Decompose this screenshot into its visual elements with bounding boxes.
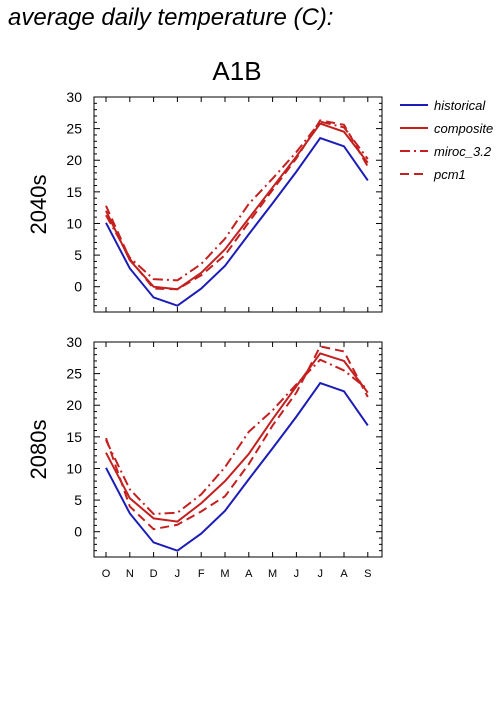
x-tick-label: O <box>102 568 111 580</box>
y-tick-label: 20 <box>66 397 82 413</box>
y-tick-label: 15 <box>66 184 82 200</box>
chart-title: A1B <box>212 56 261 86</box>
x-tick-label: M <box>268 568 277 580</box>
y-tick-label: 30 <box>66 334 82 350</box>
y-tick-label: 5 <box>74 492 82 508</box>
x-tick-label: J <box>175 568 181 580</box>
y-tick-label: 25 <box>66 121 82 137</box>
x-tick-label: F <box>198 568 205 580</box>
series-line-miroc-3-2 <box>105 358 369 516</box>
legend: historical composite miroc_3.2 pcm1 <box>400 98 493 182</box>
page-title: average daily temperature (C): <box>8 4 334 31</box>
y-tick-label: 30 <box>66 89 82 105</box>
legend-label: pcm1 <box>433 167 466 182</box>
y-axis-label: 2080s <box>26 420 51 480</box>
y-tick-label: 20 <box>66 152 82 168</box>
legend-label: composite <box>434 121 493 136</box>
y-axis-label: 2040s <box>26 175 51 235</box>
y-tick-label: 10 <box>66 460 82 476</box>
x-tick-label: S <box>364 568 371 580</box>
series-line-composite <box>105 352 369 523</box>
series-line-historical <box>105 136 369 307</box>
x-tick-label: A <box>340 568 348 580</box>
panel-2040s: 0 5 10 15 20 25 30 2040s <box>26 89 383 313</box>
legend-label: miroc_3.2 <box>434 144 492 159</box>
x-tick-label: D <box>150 568 158 580</box>
y-tick-label: 25 <box>66 366 82 382</box>
series-line-pcm1 <box>105 345 369 531</box>
series-line-composite <box>105 122 369 291</box>
x-tick-label: J <box>294 568 300 580</box>
x-tick-label: N <box>126 568 134 580</box>
series-line-pcm1 <box>105 119 369 291</box>
y-tick-label: 5 <box>74 247 82 263</box>
y-tick-label: 0 <box>74 524 82 540</box>
series-line-miroc-3-2 <box>105 120 369 282</box>
y-tick-label: 10 <box>66 215 82 231</box>
panel-2080s: 0 5 10 15 20 25 30 2080s O N D J F M A M J J A S <box>26 334 383 580</box>
legend-label: historical <box>434 98 486 113</box>
x-tick-label: J <box>317 568 323 580</box>
x-tick-label: M <box>220 568 229 580</box>
x-tick-label: A <box>245 568 253 580</box>
series-line-historical <box>105 381 369 552</box>
y-tick-label: 15 <box>66 429 82 445</box>
y-tick-label: 0 <box>74 279 82 295</box>
